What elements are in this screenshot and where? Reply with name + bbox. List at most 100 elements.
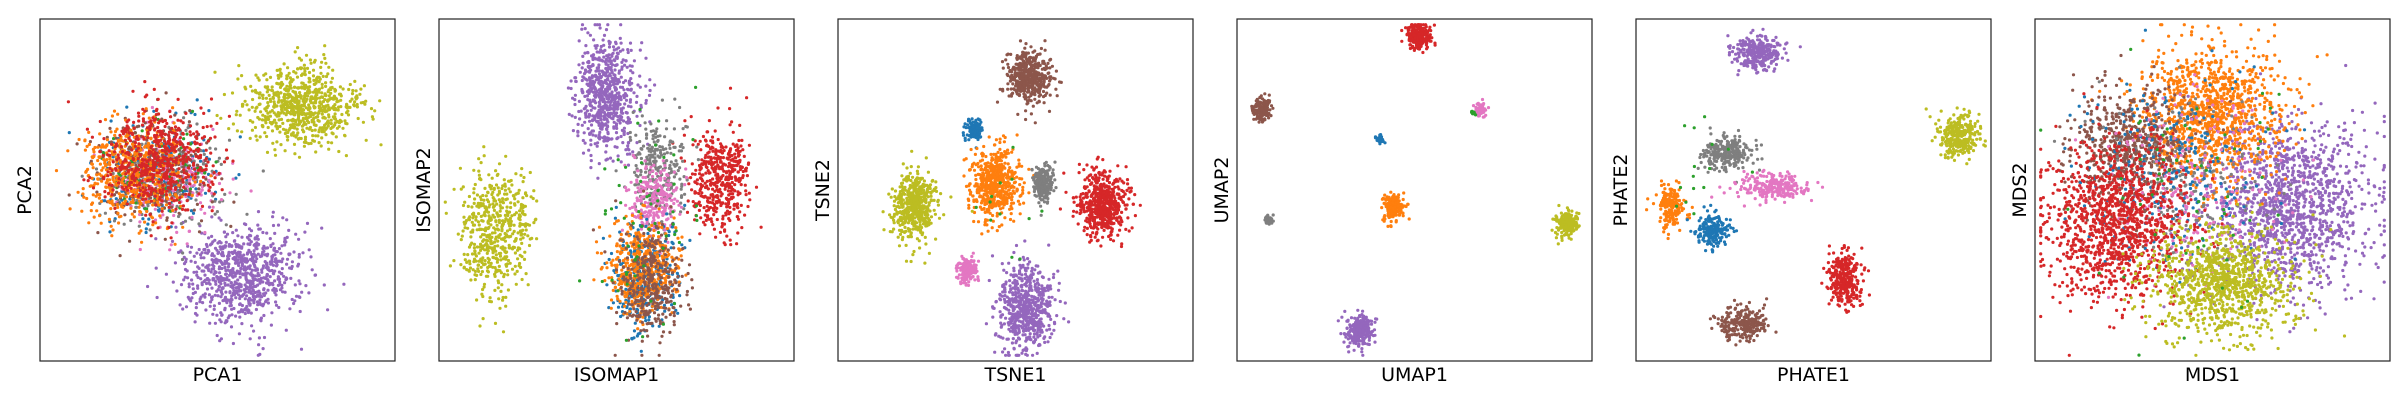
scatter-point [171,208,175,213]
scatter-point [144,165,148,169]
scatter-point [281,216,285,220]
scatter-point [605,144,609,148]
scatter-point [303,137,307,142]
scatter-point [97,196,101,200]
scatter-point [256,115,260,120]
scatter-point [498,254,503,258]
scatter-point [521,180,525,184]
scatter-point [305,221,310,225]
scatter-point [264,300,268,304]
scatter-point [134,176,138,180]
scatter-point [177,214,181,219]
scatter-point [107,183,111,187]
scatter-point [116,153,120,157]
scatter-point [270,121,274,125]
scatter-point [207,109,211,113]
scatter-point [138,247,142,252]
scatter-point [284,328,288,332]
scatter-point [337,149,341,154]
scatter-point [623,63,627,67]
scatter-point [220,278,224,282]
scatter-point [245,304,249,309]
scatter-point [173,125,178,129]
scatter-point [463,258,467,262]
scatter-point [144,200,148,204]
scatter-point [149,199,153,203]
scatter-point [573,76,577,80]
scatter-point [184,208,188,212]
scatter-point [472,246,476,250]
scatter-point [513,203,517,207]
scatter-point [181,132,185,136]
scatter-point [108,157,112,161]
scatter-point [587,59,591,64]
scatter-point [214,147,218,151]
scatter-point [513,197,517,201]
scatter-point [587,148,591,152]
scatter-point [107,199,111,203]
scatter-point [605,157,610,161]
scatter-point [452,259,456,263]
scatter-point [479,272,483,277]
scatter-point [469,235,473,239]
scatter-point [518,222,522,226]
scatter-point [135,134,139,138]
scatter-point [359,87,363,91]
scatter-point [184,152,188,156]
scatter-point [497,162,502,166]
scatter-point [254,106,258,110]
scatter-point [141,217,145,221]
scatter-point [203,211,207,215]
scatter-point [276,100,280,104]
scatter-point [625,152,630,156]
scatter-point [302,72,306,76]
scatter-point [193,311,198,316]
scatter-point [516,200,520,204]
scatter-point [260,123,264,128]
scatter-point [506,235,510,239]
scatter-point [606,55,610,59]
scatter-point [169,142,173,146]
scatter-point [179,283,184,287]
scatter-point [197,222,201,226]
scatter-point [580,78,584,83]
scatter-point [262,276,266,280]
scatter-point [283,240,287,244]
scatter-point [631,71,635,75]
scatter-point [307,105,312,110]
scatter-point [257,96,261,100]
scatter-point [164,142,168,146]
scatter-point [728,238,732,242]
scatter-point [624,120,629,124]
scatter-point [336,120,340,124]
scatter-point [616,118,620,122]
scatter-point [201,125,205,130]
scatter-point [350,97,354,101]
scatter-point [151,177,155,181]
scatter-point [348,82,352,87]
scatter-point [504,198,508,202]
scatter-point [628,64,632,68]
scatter-point [167,130,172,134]
scatter-point [200,251,204,255]
scatter-point [462,220,466,224]
scatter-point [619,134,623,139]
scatter-point [258,298,262,302]
scatter-point [123,199,128,203]
scatter-point [178,128,182,132]
scatter-point [324,93,328,97]
scatter-point [204,157,208,161]
scatter-point [592,118,597,122]
scatter-point [521,196,525,200]
scatter-point [521,209,525,213]
scatter-point [160,135,164,139]
scatter-point [239,289,243,293]
scatter-point [237,173,241,177]
scatter-point [327,115,331,119]
scatter-point [248,136,252,140]
scatter-point [187,179,191,183]
scatter-point [181,156,185,160]
scatter-point [592,38,596,42]
scatter-point [180,257,185,262]
scatter-point [479,242,483,246]
